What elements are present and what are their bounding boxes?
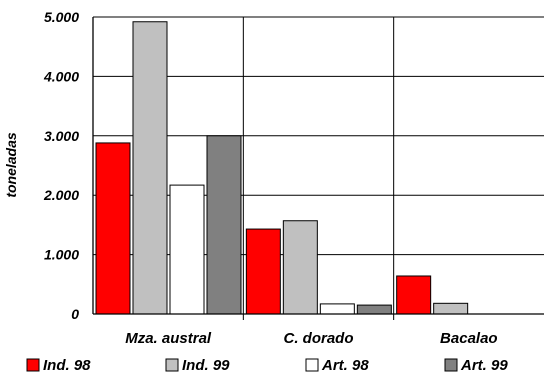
legend-swatch-2 [165, 358, 179, 372]
x-category-label-2: C. dorado [284, 330, 354, 347]
bar-2-3 [319, 303, 355, 315]
y-tick-labels: 0 1.000 2.000 3.000 4.000 5.000 [43, 9, 79, 322]
y-tick-label-3: 3.000 [44, 128, 79, 144]
y-tick-label-0: 0 [71, 306, 79, 322]
bar-1-1 [95, 142, 131, 315]
legend-label-3: Art. 98 [321, 357, 369, 373]
gridlines [93, 16, 544, 256]
legend-label-1: Ind. 98 [43, 357, 91, 373]
y-tick-label-1: 1.000 [44, 247, 79, 263]
bar-1-4 [206, 135, 242, 315]
bar-3-1 [396, 275, 432, 315]
y-axis-label: toneladas [3, 132, 19, 198]
legend-label-2: Ind. 99 [182, 357, 230, 373]
x-category-label-3: Bacalao [440, 330, 498, 347]
y-tick-label-5: 5.000 [44, 9, 79, 25]
axes [92, 17, 544, 315]
category-dividers [242, 17, 395, 320]
bar-1-3 [169, 184, 205, 315]
x-category-label-1: Mza. austral [125, 330, 212, 347]
y-tick-label-4: 4.000 [43, 68, 79, 84]
bar-3-2 [433, 302, 469, 315]
legend-label-4: Art. 99 [460, 357, 508, 373]
bars [95, 21, 469, 315]
bar-2-2 [282, 220, 318, 315]
legend: Ind. 98 Ind. 99 Art. 98 Art. 99 [26, 357, 508, 373]
legend-swatch-4 [444, 358, 458, 372]
bar-2-4 [356, 304, 392, 315]
legend-swatch-1 [26, 358, 40, 372]
bar-1-2 [132, 21, 168, 315]
legend-swatch-3 [305, 358, 319, 372]
bar-2-1 [245, 228, 281, 315]
x-category-labels: Mza. austral C. dorado Bacalao [125, 330, 497, 347]
y-tick-label-2: 2.000 [43, 187, 79, 203]
